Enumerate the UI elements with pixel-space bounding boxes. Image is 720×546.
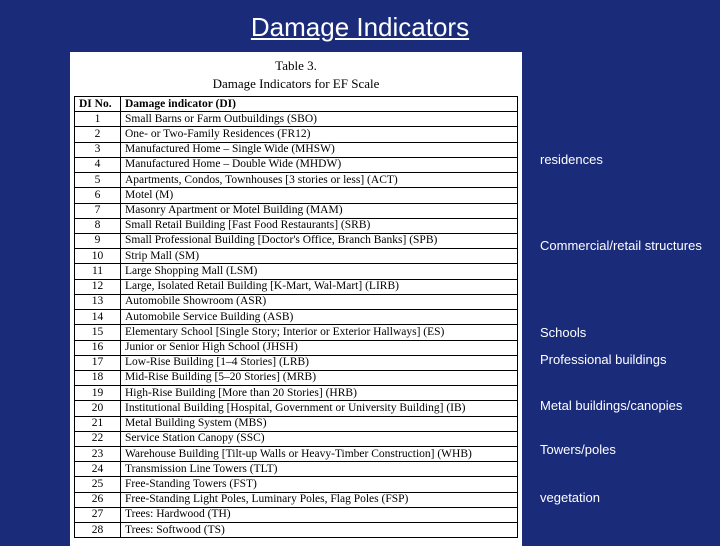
table-row: 27Trees: Hardwood (TH): [75, 507, 518, 522]
table-row: 10Strip Mall (SM): [75, 249, 518, 264]
cell-di-no: 4: [75, 157, 121, 172]
cell-di-desc: Junior or Senior High School (JHSH): [121, 340, 518, 355]
table-row: 3Manufactured Home – Single Wide (MHSW): [75, 142, 518, 157]
cell-di-desc: Low-Rise Building [1–4 Stories] (LRB): [121, 355, 518, 370]
cell-di-desc: Trees: Softwood (TS): [121, 523, 518, 538]
header-di-no: DI No.: [75, 97, 121, 112]
cell-di-desc: Mid-Rise Building [5–20 Stories] (MRB): [121, 370, 518, 385]
table-container: Table 3. Damage Indicators for EF Scale …: [70, 52, 522, 546]
table-row: 18Mid-Rise Building [5–20 Stories] (MRB): [75, 370, 518, 385]
cell-di-desc: Free-Standing Towers (FST): [121, 477, 518, 492]
cell-di-no: 15: [75, 325, 121, 340]
cell-di-desc: Automobile Showroom (ASR): [121, 294, 518, 309]
table-row: 17Low-Rise Building [1–4 Stories] (LRB): [75, 355, 518, 370]
cell-di-desc: Motel (M): [121, 188, 518, 203]
cell-di-desc: Service Station Canopy (SSC): [121, 431, 518, 446]
table-row: 4Manufactured Home – Double Wide (MHDW): [75, 157, 518, 172]
table-row: 25Free-Standing Towers (FST): [75, 477, 518, 492]
cell-di-no: 7: [75, 203, 121, 218]
cell-di-no: 27: [75, 507, 121, 522]
cell-di-desc: Free-Standing Light Poles, Luminary Pole…: [121, 492, 518, 507]
cell-di-no: 24: [75, 462, 121, 477]
cell-di-no: 9: [75, 233, 121, 248]
cell-di-no: 20: [75, 401, 121, 416]
table-row: 21Metal Building System (MBS): [75, 416, 518, 431]
cell-di-no: 12: [75, 279, 121, 294]
cell-di-desc: Automobile Service Building (ASB): [121, 310, 518, 325]
annotation-label: Commercial/retail structures: [540, 238, 702, 254]
table-row: 5Apartments, Condos, Townhouses [3 stori…: [75, 173, 518, 188]
cell-di-desc: Manufactured Home – Single Wide (MHSW): [121, 142, 518, 157]
table-row: 23Warehouse Building [Tilt-up Walls or H…: [75, 447, 518, 462]
cell-di-no: 11: [75, 264, 121, 279]
table-row: 9Small Professional Building [Doctor's O…: [75, 233, 518, 248]
cell-di-no: 16: [75, 340, 121, 355]
table-row: 2One- or Two-Family Residences (FR12): [75, 127, 518, 142]
cell-di-desc: Metal Building System (MBS): [121, 416, 518, 431]
cell-di-no: 2: [75, 127, 121, 142]
cell-di-desc: Institutional Building [Hospital, Govern…: [121, 401, 518, 416]
table-row: 1Small Barns or Farm Outbuildings (SBO): [75, 112, 518, 127]
cell-di-desc: Transmission Line Towers (TLT): [121, 462, 518, 477]
cell-di-desc: Small Professional Building [Doctor's Of…: [121, 233, 518, 248]
cell-di-desc: High-Rise Building [More than 20 Stories…: [121, 386, 518, 401]
cell-di-desc: Elementary School [Single Story; Interio…: [121, 325, 518, 340]
annotation-label: Professional buildings: [540, 352, 666, 368]
table-row: 11Large Shopping Mall (LSM): [75, 264, 518, 279]
cell-di-no: 17: [75, 355, 121, 370]
table-row: 8Small Retail Building [Fast Food Restau…: [75, 218, 518, 233]
cell-di-no: 3: [75, 142, 121, 157]
table-row: 24Transmission Line Towers (TLT): [75, 462, 518, 477]
damage-indicators-table: DI No. Damage indicator (DI) 1Small Barn…: [74, 96, 518, 538]
table-row: 13Automobile Showroom (ASR): [75, 294, 518, 309]
cell-di-no: 8: [75, 218, 121, 233]
table-header-row: DI No. Damage indicator (DI): [75, 97, 518, 112]
cell-di-no: 21: [75, 416, 121, 431]
annotation-label: Towers/poles: [540, 442, 616, 458]
table-row: 16Junior or Senior High School (JHSH): [75, 340, 518, 355]
table-row: 15Elementary School [Single Story; Inter…: [75, 325, 518, 340]
table-row: 28Trees: Softwood (TS): [75, 523, 518, 538]
table-row: 12Large, Isolated Retail Building [K-Mar…: [75, 279, 518, 294]
cell-di-desc: One- or Two-Family Residences (FR12): [121, 127, 518, 142]
cell-di-desc: Large Shopping Mall (LSM): [121, 264, 518, 279]
cell-di-no: 26: [75, 492, 121, 507]
cell-di-no: 5: [75, 173, 121, 188]
table-subtitle: Damage Indicators for EF Scale: [74, 76, 518, 92]
cell-di-no: 10: [75, 249, 121, 264]
cell-di-desc: Manufactured Home – Double Wide (MHDW): [121, 157, 518, 172]
annotations-column: residences Commercial/retail structures Sc…: [540, 0, 710, 540]
cell-di-no: 19: [75, 386, 121, 401]
table-row: 22Service Station Canopy (SSC): [75, 431, 518, 446]
cell-di-desc: Trees: Hardwood (TH): [121, 507, 518, 522]
cell-di-desc: Strip Mall (SM): [121, 249, 518, 264]
table-row: 26Free-Standing Light Poles, Luminary Po…: [75, 492, 518, 507]
annotation-label: vegetation: [540, 490, 600, 506]
cell-di-no: 28: [75, 523, 121, 538]
cell-di-no: 6: [75, 188, 121, 203]
cell-di-no: 13: [75, 294, 121, 309]
cell-di-no: 25: [75, 477, 121, 492]
table-row: 14Automobile Service Building (ASB): [75, 310, 518, 325]
cell-di-desc: Small Retail Building [Fast Food Restaur…: [121, 218, 518, 233]
cell-di-desc: Apartments, Condos, Townhouses [3 storie…: [121, 173, 518, 188]
cell-di-no: 18: [75, 370, 121, 385]
table-row: 20Institutional Building [Hospital, Gove…: [75, 401, 518, 416]
cell-di-no: 14: [75, 310, 121, 325]
cell-di-no: 22: [75, 431, 121, 446]
cell-di-desc: Large, Isolated Retail Building [K-Mart,…: [121, 279, 518, 294]
table-row: 19High-Rise Building [More than 20 Stori…: [75, 386, 518, 401]
annotation-label: residences: [540, 152, 603, 168]
header-di: Damage indicator (DI): [121, 97, 518, 112]
cell-di-desc: Small Barns or Farm Outbuildings (SBO): [121, 112, 518, 127]
table-caption: Table 3.: [74, 58, 518, 74]
table-row: 6Motel (M): [75, 188, 518, 203]
cell-di-desc: Warehouse Building [Tilt-up Walls or Hea…: [121, 447, 518, 462]
cell-di-no: 23: [75, 447, 121, 462]
annotation-label: Schools: [540, 325, 586, 341]
cell-di-no: 1: [75, 112, 121, 127]
cell-di-desc: Masonry Apartment or Motel Building (MAM…: [121, 203, 518, 218]
table-row: 7Masonry Apartment or Motel Building (MA…: [75, 203, 518, 218]
annotation-label: Metal buildings/canopies: [540, 398, 682, 414]
